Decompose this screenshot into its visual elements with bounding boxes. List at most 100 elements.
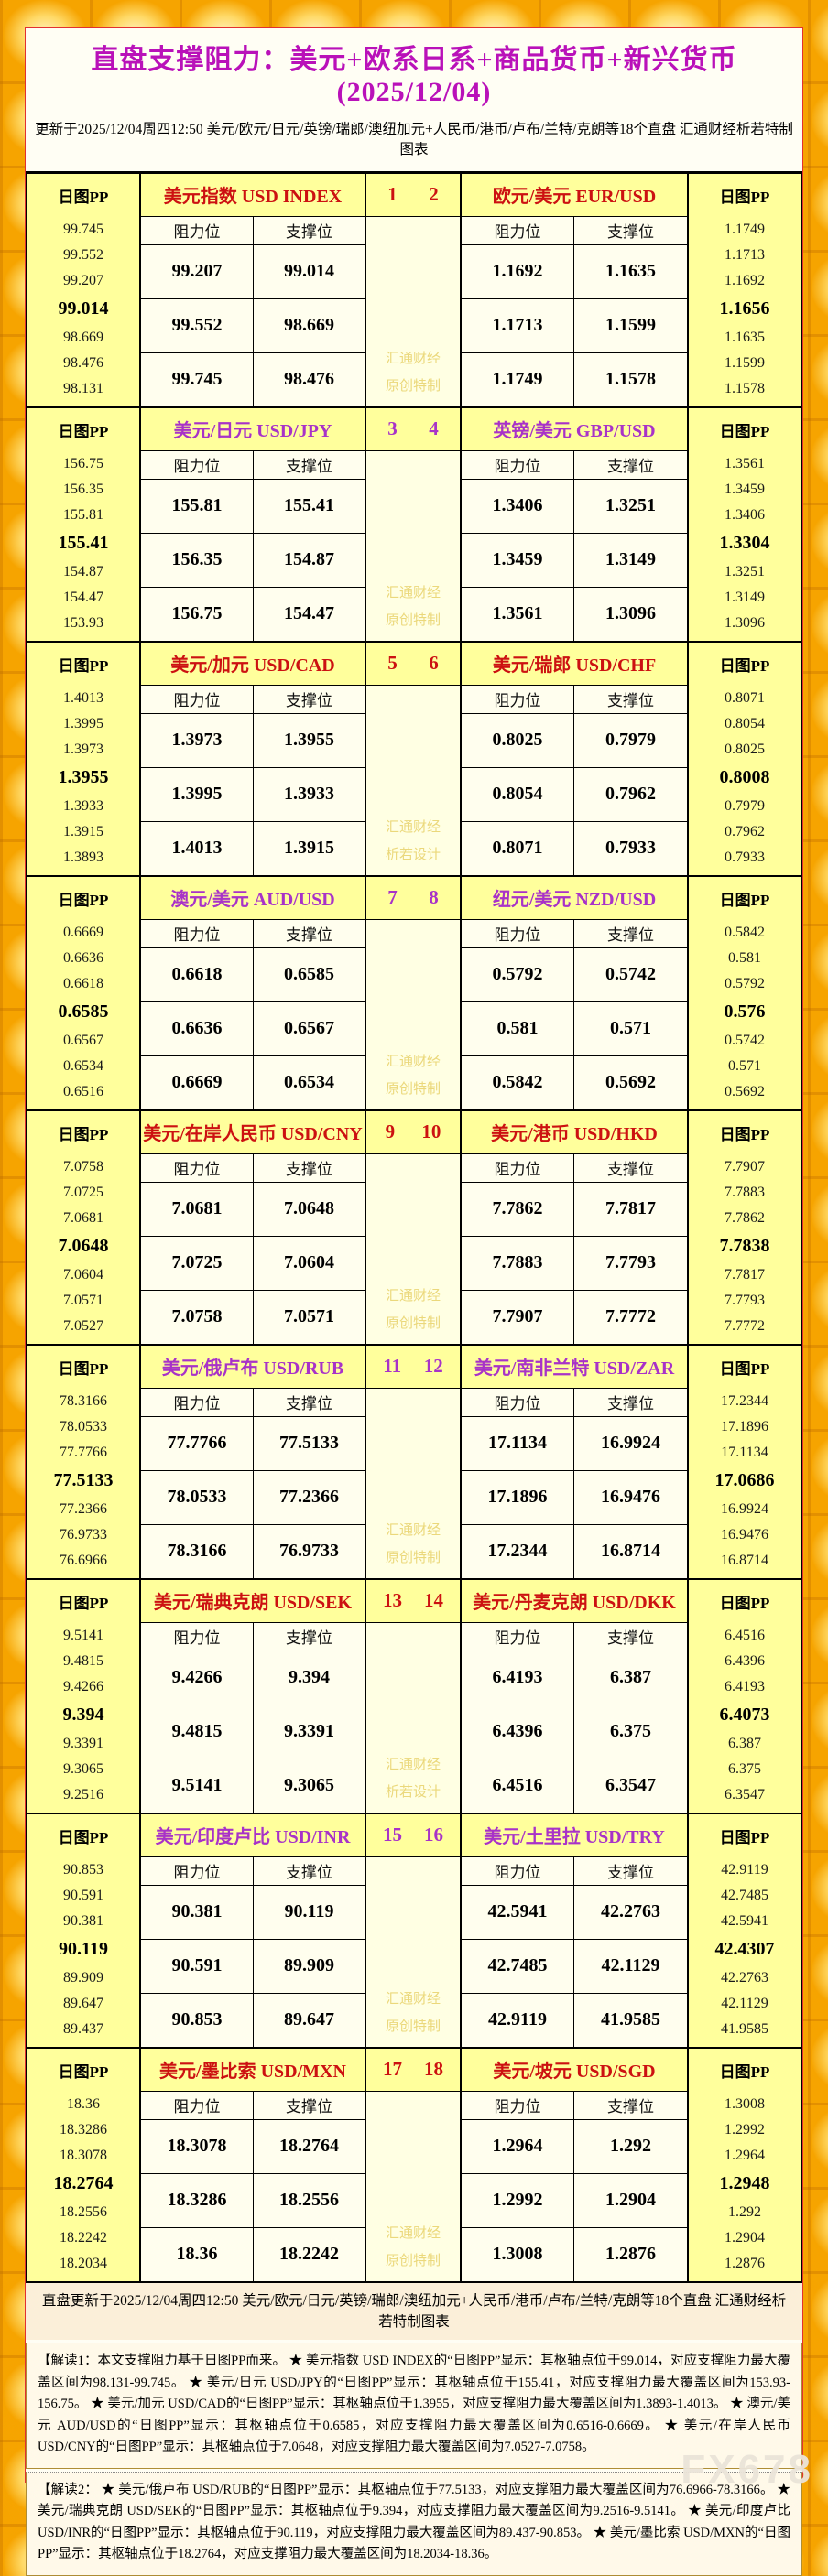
watermark-cell: 汇通财经 析若设计 xyxy=(365,1622,462,1813)
support-header: 支撑位 xyxy=(253,1153,365,1183)
block-number-right: 10 xyxy=(421,1120,441,1143)
rates-table: 日图PP 99.745 99.552 99.207 99.014 98.669 … xyxy=(26,170,802,2283)
watermark-cell: 汇通财经 原创特制 xyxy=(365,919,462,1109)
pivot-value-central: 155.41 xyxy=(58,533,109,554)
pivot-column-title: 日图PP xyxy=(719,1828,770,1846)
pivot-value: 98.131 xyxy=(63,380,104,396)
support-header: 支撑位 xyxy=(253,2091,365,2120)
pivot-value: 16.9924 xyxy=(721,1500,768,1517)
rate-cell: 7.7883 xyxy=(462,1236,573,1291)
pivot-value: 18.3078 xyxy=(60,2148,107,2164)
rate-cell: 89.909 xyxy=(253,1939,365,1994)
rate-cell: 1.3406 xyxy=(462,479,573,534)
block-number-left: 11 xyxy=(383,1355,402,1378)
rate-cell: 98.476 xyxy=(253,352,365,406)
pivot-value: 7.7772 xyxy=(724,1317,765,1334)
site-watermark-line: 析若设计 xyxy=(385,847,441,862)
support-header: 支撑位 xyxy=(253,1388,365,1417)
support-header: 支撑位 xyxy=(253,919,365,948)
resistance-header: 阻力位 xyxy=(462,216,573,245)
pivot-values-right: 1.3561 1.3459 1.3406 1.3304 1.3251 1.314… xyxy=(689,451,801,641)
rate-cell: 1.1692 xyxy=(462,244,573,299)
currency-block: 日图PP 1.4013 1.3995 1.3973 1.3955 1.3933 … xyxy=(26,640,802,877)
pivot-value: 0.581 xyxy=(728,950,761,967)
rate-cell: 0.581 xyxy=(462,1001,573,1056)
pivot-column-left: 日图PP 156.75 156.35 155.81 155.41 154.87 … xyxy=(27,407,141,641)
pivot-column-right: 日图PP 6.4516 6.4396 6.4193 6.4073 6.387 6… xyxy=(687,1579,801,1813)
rate-cell: 1.1749 xyxy=(462,352,573,406)
pivot-value: 0.8025 xyxy=(724,741,765,758)
rate-cell: 6.4193 xyxy=(462,1651,573,1705)
pivot-column-title: 日图PP xyxy=(58,2062,109,2081)
pivot-value: 77.2366 xyxy=(60,1500,107,1517)
currency-block: 日图PP 99.745 99.552 99.207 99.014 98.669 … xyxy=(26,170,802,408)
pivot-value-central: 7.7838 xyxy=(719,1236,770,1257)
block-number-left: 5 xyxy=(387,652,398,675)
pivot-value: 6.4193 xyxy=(724,1679,765,1695)
site-watermark-line: 汇通财经 xyxy=(385,352,441,367)
pivot-value: 42.7485 xyxy=(721,1888,768,1904)
support-header: 支撑位 xyxy=(253,216,365,245)
block-number-left: 13 xyxy=(383,1589,402,1612)
pivot-value-central: 6.4073 xyxy=(719,1705,770,1726)
pivot-column-title: 日图PP xyxy=(719,422,770,440)
rate-cell: 90.591 xyxy=(141,1939,253,1994)
pivot-values-right: 1.3008 1.2992 1.2964 1.2948 1.292 1.2904… xyxy=(689,2092,801,2281)
pivot-value: 0.6618 xyxy=(63,976,104,992)
support-header: 支撑位 xyxy=(253,1856,365,1886)
pivot-value-central: 90.119 xyxy=(59,1939,108,1960)
pivot-column-left: 日图PP 9.5141 9.4815 9.4266 9.394 9.3391 9… xyxy=(27,1579,141,1813)
pivot-value: 1.292 xyxy=(728,2203,761,2220)
rate-cell: 1.2904 xyxy=(573,2173,687,2228)
pivot-value: 17.1896 xyxy=(721,1419,768,1435)
rate-cell: 0.5792 xyxy=(462,947,573,1002)
rate-cell: 1.1713 xyxy=(462,298,573,353)
pivot-column-title: 日图PP xyxy=(719,188,770,206)
support-header: 支撑位 xyxy=(573,216,687,245)
pivot-value: 155.81 xyxy=(63,507,104,524)
rate-cell: 9.5141 xyxy=(141,1759,253,1813)
site-watermark: 汇通财经 原创特制 xyxy=(366,346,460,400)
rate-cell: 9.3065 xyxy=(253,1759,365,1813)
pivot-value: 6.3547 xyxy=(724,1786,765,1802)
pivot-values-left: 7.0758 7.0725 7.0681 7.0648 7.0604 7.057… xyxy=(27,1154,139,1344)
rate-cell: 1.3995 xyxy=(141,767,253,822)
rate-cell: 18.36 xyxy=(141,2227,253,2281)
rate-cell: 156.35 xyxy=(141,533,253,588)
rate-cell: 155.41 xyxy=(253,479,365,534)
pivot-value: 89.437 xyxy=(63,2020,104,2037)
site-watermark-line: 汇通财经 xyxy=(385,1289,441,1304)
pair-title-right: 美元/土里拉 USD/TRY xyxy=(462,1813,687,1857)
site-watermark-line: 汇通财经 xyxy=(385,1523,441,1539)
pivot-values-left: 18.36 18.3286 18.3078 18.2764 18.2556 18… xyxy=(27,2092,139,2281)
site-watermark: 汇通财经 原创特制 xyxy=(366,2221,460,2275)
pivot-value: 9.4815 xyxy=(63,1653,104,1670)
pivot-value: 0.5742 xyxy=(724,1032,765,1048)
pivot-value: 1.1599 xyxy=(724,354,765,371)
pivot-value: 156.35 xyxy=(63,482,104,498)
rate-cell: 1.1635 xyxy=(573,244,687,299)
block-number-right: 12 xyxy=(423,1355,443,1378)
pivot-value: 0.5692 xyxy=(724,1083,765,1099)
pivot-value: 90.591 xyxy=(63,1888,104,1904)
pair-title-right: 美元/坡元 USD/SGD xyxy=(462,2048,687,2092)
pivot-value: 9.4266 xyxy=(63,1679,104,1695)
rate-cell: 7.0571 xyxy=(253,1290,365,1344)
rate-cell: 0.6669 xyxy=(141,1055,253,1109)
site-watermark-line: 汇通财经 xyxy=(385,2226,441,2242)
rate-cell: 89.647 xyxy=(253,1993,365,2047)
pivot-value: 7.0681 xyxy=(63,1210,104,1227)
pivot-value: 9.5141 xyxy=(63,1628,104,1643)
site-watermark-line: 原创特制 xyxy=(385,1550,441,1565)
page-subtitle: 更新于2025/12/04周四12:50 美元/欧元/日元/英镑/瑞郎/澳纽加元… xyxy=(35,122,793,158)
block-numbers: 1 2 xyxy=(365,173,462,217)
site-watermark-line: 析若设计 xyxy=(385,1784,441,1800)
rate-cell: 16.9924 xyxy=(573,1416,687,1471)
pivot-value-central: 1.3955 xyxy=(58,767,109,788)
pivot-value: 18.3286 xyxy=(60,2122,107,2138)
pivot-value: 1.3915 xyxy=(63,823,104,839)
resistance-header: 阻力位 xyxy=(462,685,573,714)
rate-cell: 1.3933 xyxy=(253,767,365,822)
rate-cell: 6.387 xyxy=(573,1651,687,1705)
